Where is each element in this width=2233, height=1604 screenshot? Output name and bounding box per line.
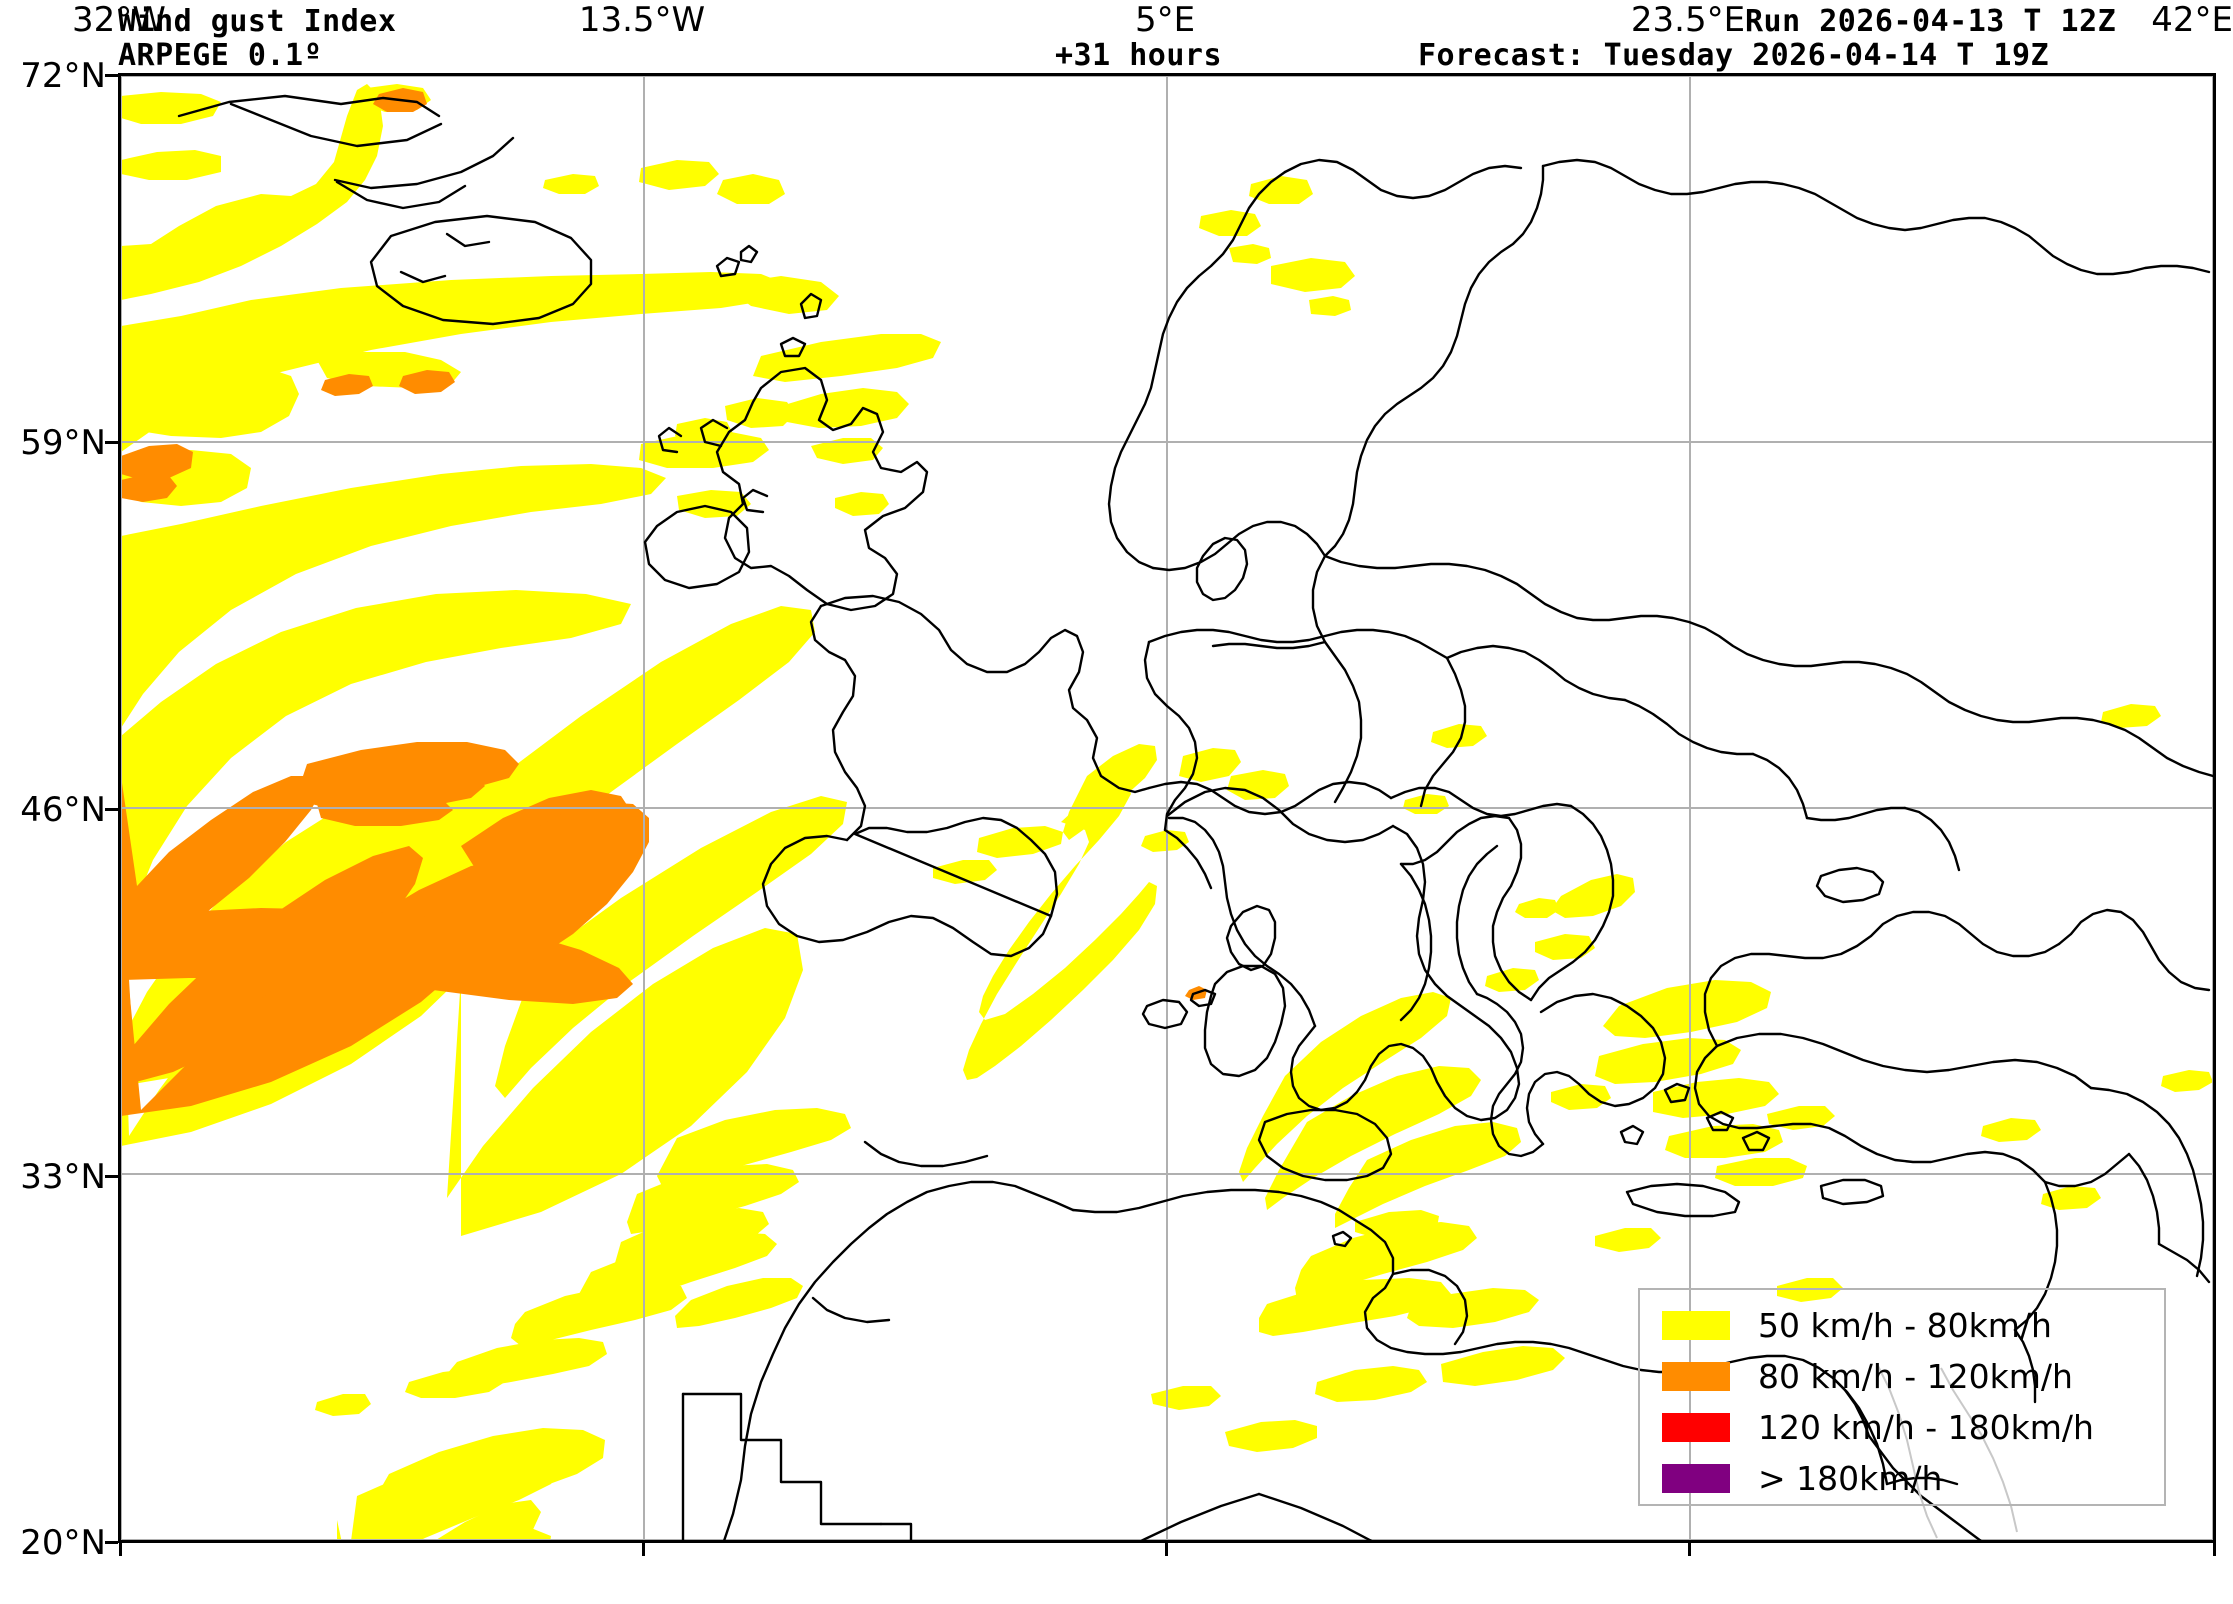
run-timestamp-label: Run 2026-04-13 T 12Z bbox=[1745, 4, 2117, 39]
model-label: ARPEGE 0.1º bbox=[118, 38, 323, 73]
x-tick-5e bbox=[1165, 1543, 1168, 1556]
legend-swatch-orange bbox=[1662, 1361, 1730, 1391]
legend-swatch-purple bbox=[1662, 1463, 1730, 1493]
y-tick-72n bbox=[105, 74, 118, 77]
y-axis-label-33n: 33°N bbox=[20, 1157, 106, 1197]
y-axis-label-59n: 59°N bbox=[20, 423, 106, 463]
x-axis-label-42e: 42°E bbox=[2151, 0, 2233, 40]
x-axis-label-32w: 32°W bbox=[72, 0, 166, 40]
x-axis-label-23-5e: 23.5°E bbox=[1630, 0, 1746, 40]
legend-item-120-180: 120 km/h - 180km/h bbox=[1662, 1403, 2164, 1451]
wind-gust-map bbox=[121, 76, 2213, 1540]
y-tick-33n bbox=[105, 1175, 118, 1178]
page-title: Wind gust Index bbox=[118, 4, 397, 39]
secondary-borders bbox=[1876, 1363, 2018, 1539]
legend-swatch-yellow bbox=[1662, 1310, 1730, 1340]
legend-item-80-120: 80 km/h - 120km/h bbox=[1662, 1352, 2164, 1400]
x-axis-label-5e: 5°E bbox=[1134, 0, 1196, 40]
x-axis-label-13-5w: 13.5°W bbox=[578, 0, 706, 40]
legend-label-over-180: > 180km/h bbox=[1758, 1458, 1943, 1498]
y-axis-label-72n: 72°N bbox=[20, 56, 106, 96]
y-tick-59n bbox=[105, 441, 118, 444]
map-header: Wind gust Index ARPEGE 0.1º +31 hours Ru… bbox=[0, 0, 2233, 73]
y-axis-label-20n: 20°N bbox=[20, 1523, 106, 1563]
legend-item-over-180: > 180km/h bbox=[1662, 1454, 2164, 1502]
gust-band-orange bbox=[121, 88, 1207, 1116]
legend-label-50-80: 50 km/h - 80km/h bbox=[1758, 1305, 2052, 1345]
legend-swatch-red bbox=[1662, 1412, 1730, 1442]
map-legend: 50 km/h - 80km/h 80 km/h - 120km/h 120 k… bbox=[1638, 1288, 2166, 1506]
forecast-valid-label: Forecast: Tuesday 2026-04-14 T 19Z bbox=[1418, 38, 2050, 73]
legend-label-120-180: 120 km/h - 180km/h bbox=[1758, 1407, 2094, 1447]
x-tick-32w bbox=[119, 1543, 122, 1556]
x-tick-42e bbox=[2213, 1543, 2216, 1556]
lead-time-label: +31 hours bbox=[1055, 38, 1223, 73]
map-plot-area bbox=[118, 73, 2216, 1543]
y-tick-46n bbox=[105, 808, 118, 811]
x-tick-23-5e bbox=[1688, 1543, 1691, 1556]
legend-label-80-120: 80 km/h - 120km/h bbox=[1758, 1356, 2073, 1396]
x-tick-13-5w bbox=[642, 1543, 645, 1556]
y-axis-label-46n: 46°N bbox=[20, 790, 106, 830]
legend-item-50-80: 50 km/h - 80km/h bbox=[1662, 1301, 2164, 1349]
coastlines bbox=[177, 94, 2213, 1540]
y-tick-20n bbox=[105, 1541, 118, 1544]
